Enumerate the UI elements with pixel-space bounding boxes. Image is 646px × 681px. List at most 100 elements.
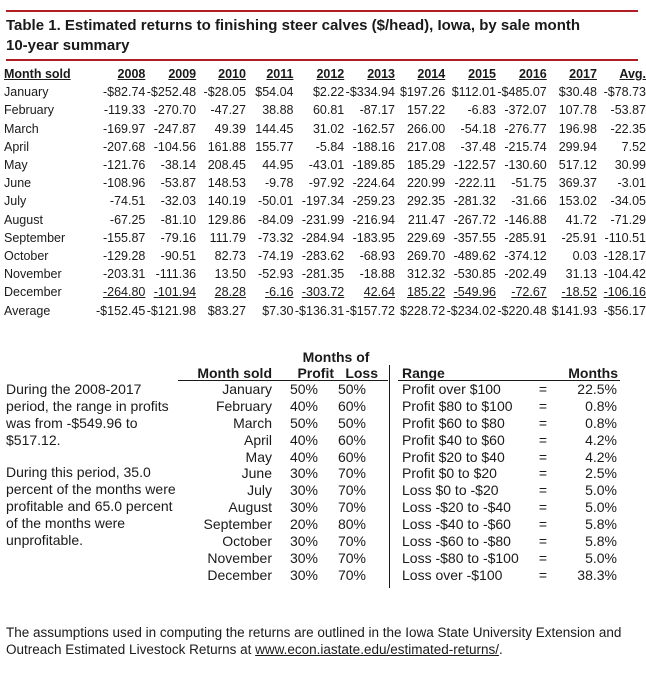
month-label: April [4, 139, 30, 154]
return-value: -22.35 [610, 121, 646, 136]
return-value: 42.64 [363, 285, 396, 300]
equals-sign: = [538, 397, 548, 414]
months-pct: 2.5% [585, 465, 617, 482]
return-value: -119.33 [103, 103, 146, 118]
table-subtitle: 10-year summary [6, 37, 130, 54]
table-row: February -119.33 -270.70 -47.27 38.88 60.81 -8… [4, 101, 646, 119]
table-row: May -121.76 -38.14 208.45 44.95 -43.01 -189.85… [4, 156, 646, 174]
return-value: -303.72 [301, 285, 345, 300]
list-item: October 30% 70% [178, 533, 366, 550]
table-row: December -264.80 -101.94 28.28 -6.16 -303.72 4… [4, 283, 646, 301]
list-item: July 30% 70% [178, 482, 366, 499]
return-value: -87.17 [359, 103, 396, 118]
month-label: December [207, 566, 272, 583]
loss-header: Loss [345, 365, 378, 381]
list-item: Profit $40 to $60 = 4.2% [402, 432, 617, 449]
profit-pct: 30% [289, 465, 318, 482]
loss-pct: 70% [337, 533, 366, 550]
return-value: -222.11 [454, 176, 496, 191]
return-value: -67.25 [109, 212, 146, 227]
range-label: Loss -$40 to -$60 [402, 516, 511, 533]
return-value: -74.19 [258, 248, 294, 263]
return-value: -25.91 [561, 230, 597, 245]
month-label: December [4, 285, 62, 300]
list-item: Profit $60 to $80 = 0.8% [402, 415, 617, 432]
month-label: March [4, 121, 39, 136]
return-value: -73.32 [258, 230, 294, 245]
return-value: -197.34 [301, 194, 345, 209]
col-header-2014: 2014 [417, 67, 446, 82]
return-value: -50.01 [258, 194, 294, 209]
return-value: 208.45 [207, 158, 246, 173]
list-item: Loss -$40 to -$60 = 5.8% [402, 516, 617, 533]
months-pct: 5.8% [585, 533, 617, 550]
month-label: August [4, 212, 43, 227]
return-value: -259.23 [352, 194, 396, 209]
return-value: -6.16 [264, 285, 294, 300]
return-value: 60.81 [312, 103, 345, 118]
return-value: -68.93 [359, 248, 396, 263]
return-value: 31.13 [565, 267, 597, 282]
return-value: -530.85 [453, 267, 496, 282]
return-value: $83.27 [207, 303, 246, 318]
list-item: May 40% 60% [178, 449, 366, 466]
col-header-2017: 2017 [569, 67, 597, 82]
range-label: Loss -$20 to -$40 [402, 499, 511, 516]
list-item: February 40% 60% [178, 398, 366, 415]
col-header-2009: 2009 [168, 67, 197, 82]
equals-sign: = [538, 414, 548, 431]
profit-pct: 40% [289, 431, 318, 448]
equals-sign: = [538, 448, 548, 465]
month-label: January [222, 381, 272, 397]
return-value: -38.14 [160, 158, 197, 173]
return-value: $30.48 [558, 85, 597, 100]
return-value: -47.27 [210, 103, 246, 118]
month-label: May [245, 448, 272, 465]
return-value: -$121.98 [146, 303, 197, 318]
loss-pct: 70% [337, 499, 366, 516]
months-pct: 5.0% [585, 549, 617, 566]
month-label: August [228, 499, 272, 516]
month-label: January [4, 85, 49, 100]
months-pct: 5.8% [585, 516, 617, 533]
range-note: During the 2008-2017 period, the range i… [6, 381, 169, 448]
profitable-note: During this period, 35.0 percent of the … [6, 464, 176, 548]
return-value: -32.03 [160, 194, 197, 209]
month-label: April [243, 431, 272, 448]
return-value: -18.52 [561, 285, 597, 300]
return-value: $141.93 [551, 303, 597, 318]
loss-pct: 80% [337, 516, 366, 533]
return-value: -284.94 [301, 230, 345, 245]
return-value: $197.26 [400, 85, 446, 100]
months-pct: 22.5% [577, 381, 617, 397]
return-value: -121.76 [102, 158, 146, 173]
return-value: -283.62 [301, 248, 345, 263]
col-header-2012: 2012 [316, 67, 345, 82]
equals-sign: = [538, 566, 548, 583]
return-value: 49.39 [214, 121, 246, 136]
return-value: -$28.05 [203, 85, 246, 100]
month-label: October [4, 248, 49, 263]
month-label: March [233, 414, 272, 431]
loss-pct: 70% [337, 566, 366, 583]
list-item: Loss -$60 to -$80 = 5.8% [402, 533, 617, 550]
return-value: 517.12 [558, 158, 597, 173]
range-label: Loss over -$100 [402, 566, 503, 583]
return-value: -31.66 [511, 194, 547, 209]
return-value: -104.56 [153, 139, 197, 154]
return-value: -79.16 [160, 230, 197, 245]
return-value: -5.84 [315, 139, 345, 154]
return-value: -3.01 [617, 176, 646, 191]
return-value: -231.99 [301, 212, 345, 227]
month-sold-header: Month sold [197, 365, 272, 381]
return-value: -71.29 [610, 212, 646, 227]
return-value: -215.74 [504, 139, 547, 154]
range-label: Loss $0 to -$20 [402, 482, 499, 499]
estimated-returns-link[interactable]: www.econ.iastate.edu/estimated-returns/ [255, 642, 500, 657]
range-label: Profit over $100 [402, 381, 501, 397]
return-value: -122.57 [453, 158, 496, 173]
list-item: March 50% 50% [178, 415, 366, 432]
table-row: November -203.31 -111.36 13.50 -52.93 -281.35… [4, 265, 646, 283]
return-value: $7.30 [262, 303, 294, 318]
average-row: Average -$152.45 -$121.98 $83.27 $7.30 -$136.… [4, 301, 646, 319]
